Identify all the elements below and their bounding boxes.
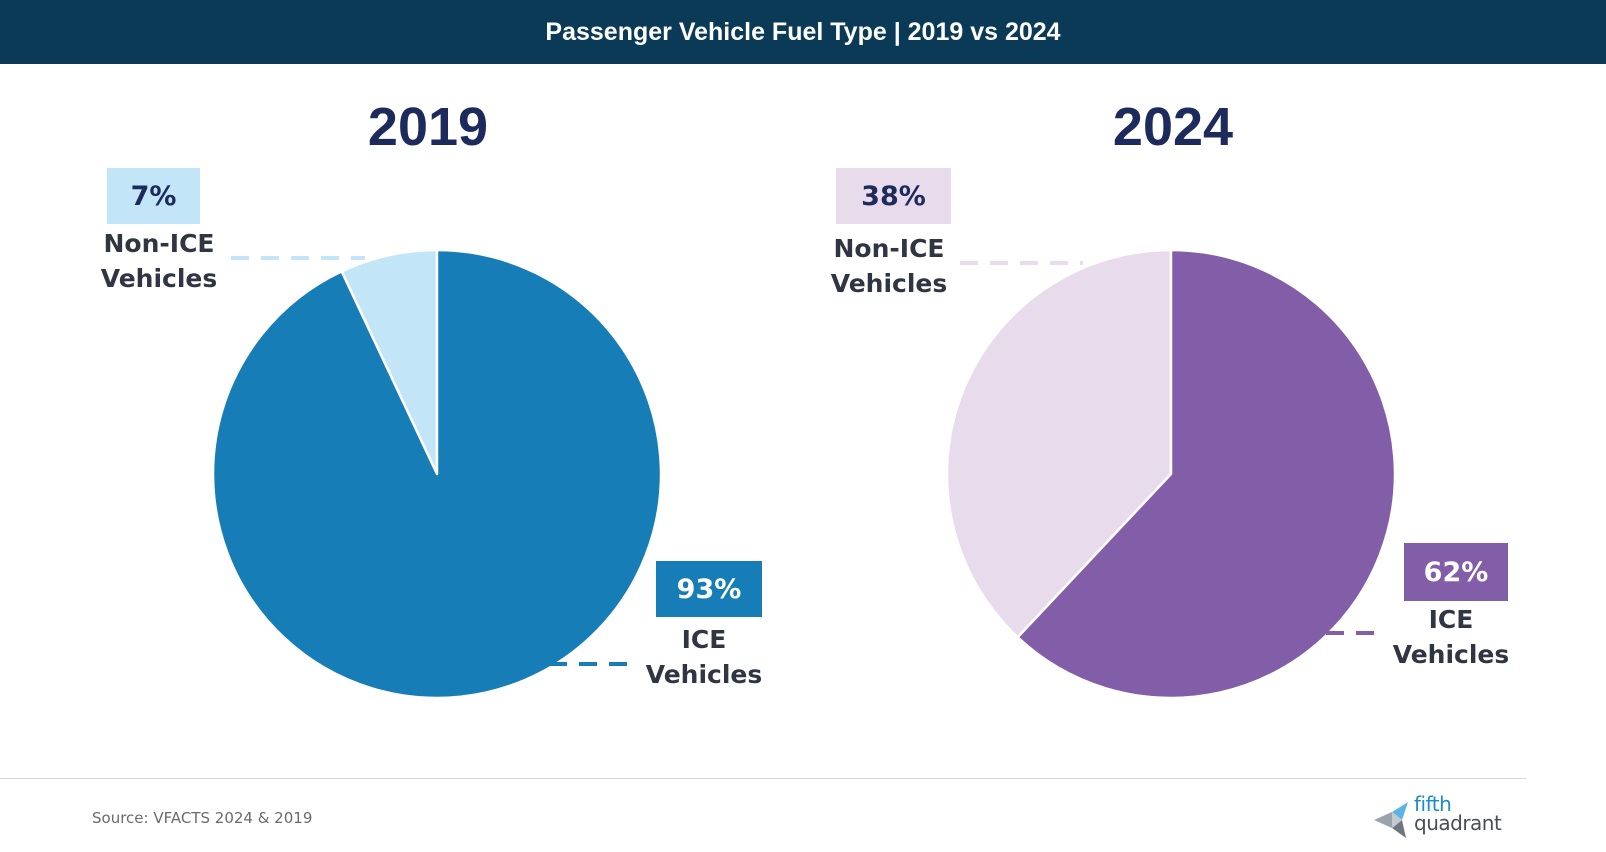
slice-label-non-ice-2019: Non-ICE Vehicles	[79, 226, 239, 296]
logo-mark-icon	[1374, 802, 1408, 838]
header-bar: Passenger Vehicle Fuel Type | 2019 vs 20…	[0, 0, 1606, 64]
slice-label-line: Vehicles	[645, 660, 763, 689]
slice-label-line: ICE	[681, 625, 727, 654]
slice-label-line: Non-ICE	[833, 234, 945, 263]
slice-label-line: Vehicles	[830, 269, 948, 298]
slice-label-ice-2024: ICE Vehicles	[1371, 602, 1531, 672]
slice-label-ice-2019: ICE Vehicles	[624, 622, 784, 692]
chart-title-2024: 2024	[1112, 97, 1234, 157]
slice-label-line: Vehicles	[1392, 640, 1510, 669]
pie-slice-ice-2019	[211, 248, 663, 700]
logo-wordmark: fifth quadrant	[1414, 792, 1502, 835]
logo-line-1: fifth	[1414, 792, 1452, 816]
data-label-ice-2024: 62%	[1404, 543, 1508, 601]
chart-title-2019: 2019	[367, 97, 489, 157]
data-label-ice-2019: 93%	[656, 561, 762, 617]
logo-line-2: quadrant	[1414, 811, 1502, 835]
slice-label-line: ICE	[1428, 605, 1474, 634]
slice-label-line: Non-ICE	[103, 229, 215, 258]
pie-slice-non-ice-2024	[945, 248, 1173, 639]
footer-divider	[0, 778, 1526, 779]
pie-slice-ice-2024	[1016, 248, 1397, 700]
data-label-non-ice-2024: 38%	[836, 168, 951, 224]
page-title: Passenger Vehicle Fuel Type | 2019 vs 20…	[545, 17, 1061, 46]
charts-area	[211, 248, 1397, 700]
slice-label-line: Vehicles	[100, 264, 218, 293]
company-logo: fifth quadrant	[1372, 792, 1512, 844]
data-label-non-ice-2019: 7%	[107, 168, 200, 224]
source-note: Source: VFACTS 2024 & 2019	[92, 809, 313, 827]
slice-label-non-ice-2024: Non-ICE Vehicles	[809, 231, 969, 301]
